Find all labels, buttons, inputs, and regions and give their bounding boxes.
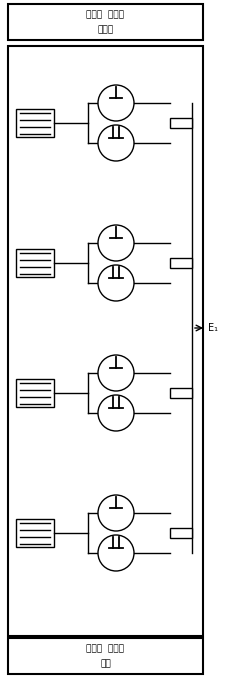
Circle shape — [98, 85, 134, 121]
Bar — [170, 528, 192, 538]
Circle shape — [98, 225, 134, 261]
Bar — [170, 118, 192, 128]
Circle shape — [98, 125, 134, 161]
Bar — [16, 519, 54, 547]
Circle shape — [98, 395, 134, 431]
Bar — [16, 249, 54, 277]
Bar — [8, 638, 203, 674]
Circle shape — [98, 535, 134, 571]
Text: E₁: E₁ — [208, 323, 218, 333]
Circle shape — [98, 265, 134, 301]
Text: 整器: 整器 — [100, 660, 111, 669]
Text: 储能电  路单元: 储能电 路单元 — [87, 10, 125, 19]
Bar — [8, 46, 203, 636]
Text: 储能器: 储能器 — [97, 25, 114, 35]
Circle shape — [98, 355, 134, 391]
Bar — [8, 4, 203, 40]
Bar — [16, 109, 54, 137]
Bar — [170, 258, 192, 268]
Bar — [16, 379, 54, 407]
Circle shape — [98, 495, 134, 531]
Text: 整流电  路单元: 整流电 路单元 — [87, 644, 125, 654]
Bar — [170, 388, 192, 398]
